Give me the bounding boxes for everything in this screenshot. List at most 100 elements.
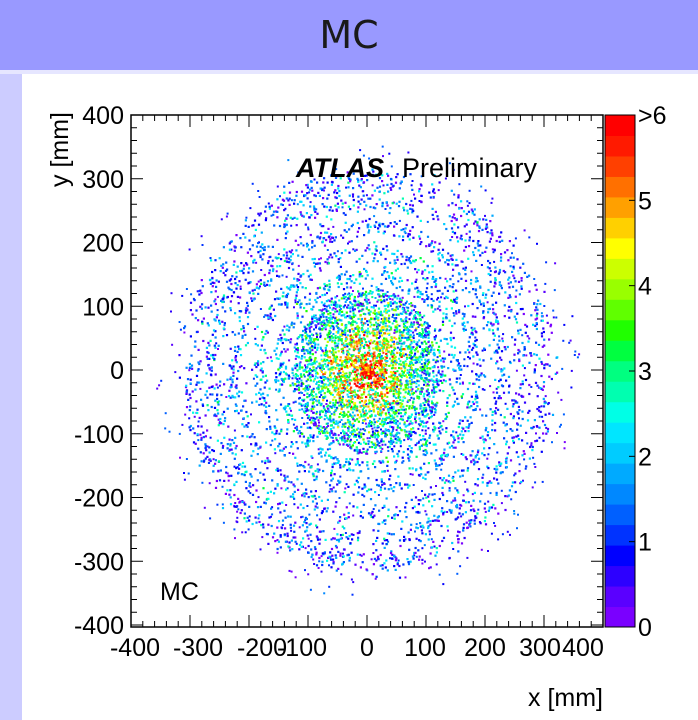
heatmap-cell bbox=[483, 454, 486, 457]
heatmap-cell bbox=[241, 531, 244, 534]
heatmap-cell bbox=[526, 442, 529, 445]
heatmap-cell bbox=[287, 339, 290, 342]
heatmap-cell bbox=[492, 323, 495, 326]
heatmap-cell bbox=[395, 411, 398, 414]
heatmap-cell bbox=[426, 363, 429, 366]
heatmap-cell bbox=[310, 427, 313, 430]
heatmap-cell bbox=[303, 422, 306, 425]
heatmap-cell bbox=[308, 357, 311, 360]
heatmap-cell bbox=[373, 514, 376, 517]
heatmap-cell bbox=[418, 188, 421, 191]
heatmap-cell bbox=[388, 402, 391, 405]
heatmap-cell bbox=[355, 278, 358, 281]
heatmap-cell bbox=[509, 459, 513, 462]
heatmap-cell bbox=[242, 417, 245, 420]
heatmap-cell bbox=[374, 207, 377, 210]
heatmap-cell bbox=[295, 428, 299, 431]
heatmap-cell bbox=[362, 450, 365, 454]
heatmap-cell bbox=[207, 409, 210, 412]
heatmap-cell bbox=[322, 287, 326, 290]
heatmap-cell bbox=[283, 325, 286, 328]
heatmap-cell bbox=[457, 516, 460, 519]
heatmap-cell bbox=[314, 469, 317, 473]
heatmap-cell bbox=[493, 396, 496, 400]
heatmap-cell bbox=[484, 296, 487, 299]
heatmap-cell bbox=[251, 433, 254, 436]
heatmap-cell bbox=[337, 461, 340, 464]
heatmap-cell bbox=[348, 365, 351, 368]
heatmap-cell bbox=[393, 435, 396, 438]
heatmap-cell bbox=[267, 245, 270, 248]
heatmap-cell bbox=[467, 426, 470, 429]
heatmap-cell bbox=[517, 329, 520, 332]
heatmap-cell bbox=[398, 510, 402, 513]
heatmap-cell bbox=[258, 391, 261, 394]
heatmap-cell bbox=[404, 576, 407, 579]
heatmap-cell bbox=[488, 267, 491, 270]
heatmap-cell bbox=[376, 186, 379, 189]
heatmap-cell bbox=[388, 332, 391, 335]
heatmap-cell bbox=[463, 315, 466, 318]
heatmap-cell bbox=[448, 378, 451, 381]
heatmap-cell bbox=[336, 422, 339, 425]
heatmap-cell bbox=[276, 551, 279, 554]
heatmap-cell bbox=[238, 316, 241, 319]
heatmap-cell bbox=[448, 441, 451, 444]
heatmap-cell bbox=[385, 201, 388, 204]
heatmap-cell bbox=[322, 312, 325, 315]
heatmap-cells bbox=[156, 145, 581, 596]
heatmap-cell bbox=[321, 203, 324, 206]
heatmap-cell bbox=[214, 373, 217, 376]
heatmap-cell bbox=[440, 468, 443, 471]
heatmap-cell bbox=[355, 260, 358, 263]
heatmap-cell bbox=[234, 355, 238, 358]
heatmap-cell bbox=[302, 492, 305, 495]
heatmap-cell bbox=[416, 311, 419, 314]
heatmap-cell bbox=[383, 430, 386, 433]
heatmap-cell bbox=[240, 262, 243, 265]
heatmap-cell bbox=[350, 426, 353, 429]
heatmap-cell bbox=[331, 465, 334, 469]
heatmap-cell bbox=[305, 529, 308, 532]
heatmap-cell bbox=[410, 523, 413, 526]
heatmap-cell bbox=[287, 515, 290, 518]
heatmap-cell bbox=[261, 460, 264, 463]
heatmap-cell bbox=[309, 233, 312, 237]
heatmap-cell bbox=[212, 356, 215, 359]
heatmap-cell bbox=[495, 391, 499, 394]
heatmap-cell bbox=[409, 203, 412, 207]
heatmap-cell bbox=[490, 322, 493, 325]
heatmap-cell bbox=[347, 205, 350, 208]
heatmap-cell bbox=[362, 331, 365, 334]
heatmap-cell bbox=[209, 339, 212, 342]
heatmap-cell bbox=[286, 292, 290, 295]
heatmap-cell bbox=[405, 255, 408, 258]
heatmap-cell bbox=[466, 403, 469, 406]
heatmap-cell bbox=[398, 219, 401, 222]
heatmap-cell bbox=[297, 488, 300, 491]
heatmap-cell bbox=[338, 278, 341, 281]
heatmap-cell bbox=[352, 314, 355, 317]
heatmap-cell bbox=[248, 267, 251, 270]
heatmap-cell bbox=[302, 369, 305, 372]
heatmap-cell bbox=[505, 440, 508, 443]
heatmap-cell bbox=[481, 481, 484, 484]
heatmap-cell bbox=[488, 344, 491, 347]
heatmap-cell bbox=[354, 361, 357, 364]
heatmap-cell bbox=[482, 302, 485, 305]
heatmap-cell bbox=[377, 230, 380, 233]
heatmap-cell bbox=[317, 388, 320, 391]
heatmap-cell bbox=[330, 472, 333, 475]
heatmap-cell bbox=[373, 460, 376, 463]
heatmap-cell bbox=[399, 276, 402, 279]
heatmap-cell bbox=[425, 332, 428, 335]
heatmap-cell bbox=[449, 254, 452, 257]
heatmap-cell bbox=[460, 430, 463, 433]
heatmap-cell bbox=[339, 437, 342, 440]
heatmap-cell bbox=[316, 181, 319, 184]
heatmap-cell bbox=[369, 342, 372, 345]
heatmap-cell bbox=[277, 445, 280, 448]
heatmap-cell bbox=[459, 237, 462, 240]
heatmap-cell bbox=[209, 393, 212, 396]
heatmap-cell bbox=[325, 300, 328, 303]
